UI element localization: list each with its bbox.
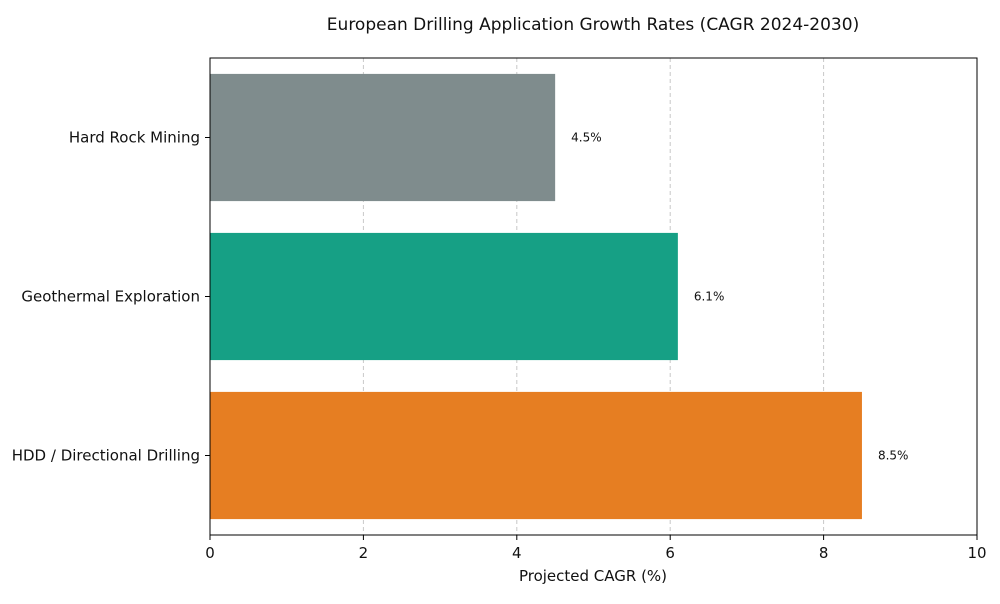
category-label-1: Geothermal Exploration <box>21 288 200 306</box>
data-label-2: 8.5% <box>878 449 909 463</box>
x-tick-label-1: 2 <box>359 544 369 562</box>
x-tick-label-3: 6 <box>665 544 675 562</box>
bar-1 <box>210 232 678 361</box>
data-labels: 4.5% 6.1% 8.5% <box>571 131 908 463</box>
chart-title: European Drilling Application Growth Rat… <box>327 15 859 35</box>
x-tick-label-0: 0 <box>205 544 215 562</box>
bar-0 <box>210 73 556 202</box>
y-axis-category-labels: Hard Rock Mining Geothermal Exploration HD… <box>12 129 210 465</box>
bar-2 <box>210 391 862 520</box>
category-label-2: HDD / Directional Drilling <box>12 447 200 465</box>
x-tick-label-5: 10 <box>967 544 986 562</box>
x-axis-label: Projected CAGR (%) <box>519 567 667 585</box>
data-label-0: 4.5% <box>571 131 602 145</box>
x-axis-ticks: 0 2 4 6 8 10 <box>205 535 987 562</box>
category-label-0: Hard Rock Mining <box>69 129 200 147</box>
x-tick-label-2: 4 <box>512 544 522 562</box>
bars <box>210 73 862 520</box>
x-tick-label-4: 8 <box>819 544 829 562</box>
data-label-1: 6.1% <box>694 290 725 304</box>
